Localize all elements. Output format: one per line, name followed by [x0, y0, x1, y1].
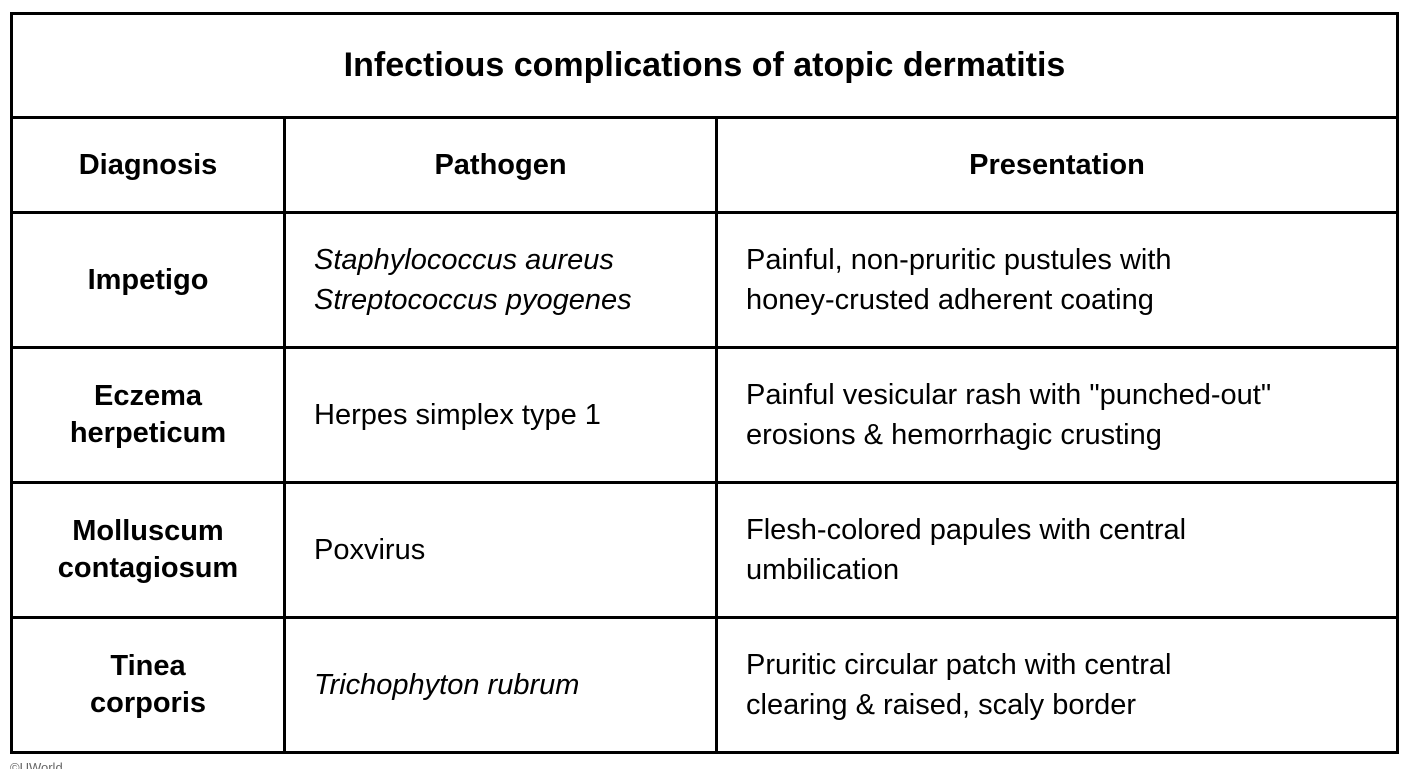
- pathogen-line: Staphylococcus aureus: [314, 244, 614, 276]
- pathogen-cell: Poxvirus: [283, 481, 718, 619]
- presentation-cell: Painful, non-pruritic pustules with hone…: [714, 211, 1400, 349]
- diagnosis-line: herpeticum: [69, 417, 227, 449]
- presentation-cell: Flesh-colored papules with central umbil…: [714, 481, 1400, 619]
- presentation-cell: Painful vesicular rash with "punched-out…: [714, 346, 1400, 484]
- pathogen-line: Trichophyton rubrum: [314, 669, 580, 701]
- presentation-line: Flesh-colored papules with central: [746, 514, 1187, 546]
- header-pathogen: Pathogen: [283, 116, 718, 214]
- complications-table: Infectious complications of atopic derma…: [9, 12, 1400, 754]
- diagnosis-cell: Tinea corporis: [10, 616, 286, 754]
- presentation-line: Pruritic circular patch with central: [746, 649, 1172, 681]
- presentation-line: Painful vesicular rash with "punched-out…: [746, 379, 1272, 411]
- presentation-line: erosions & hemorrhagic crusting: [746, 419, 1162, 451]
- diagnosis-cell: Impetigo: [10, 211, 286, 349]
- diagnosis-line: Eczema: [93, 380, 202, 412]
- presentation-cell: Pruritic circular patch with central cle…: [714, 616, 1400, 754]
- diagnosis-line: Impetigo: [87, 263, 209, 296]
- pathogen-line: Herpes simplex type 1: [314, 399, 601, 431]
- header-row: Diagnosis Pathogen Presentation: [10, 116, 1400, 214]
- pathogen-line: Streptococcus pyogenes: [314, 284, 632, 316]
- table-row: Impetigo Staphylococcus aureus Streptoco…: [10, 211, 1400, 349]
- pathogen-line: Poxvirus: [314, 534, 426, 566]
- diagnosis-cell: Eczema herpeticum: [10, 346, 286, 484]
- diagnosis-line: Tinea: [110, 650, 186, 682]
- presentation-line: clearing & raised, scaly border: [746, 689, 1137, 721]
- title-row: Infectious complications of atopic derma…: [9, 12, 1400, 119]
- diagnosis-cell: Molluscum contagiosum: [10, 481, 286, 619]
- pathogen-cell: Trichophyton rubrum: [283, 616, 718, 754]
- table-row: Molluscum contagiosum Poxvirus Flesh-col…: [10, 481, 1400, 619]
- diagnosis-line: contagiosum: [57, 552, 239, 584]
- pathogen-cell: Staphylococcus aureus Streptococcus pyog…: [283, 211, 718, 349]
- table-row: Tinea corporis Trichophyton rubrum Pruri…: [10, 616, 1400, 754]
- table-title: Infectious complications of atopic derma…: [9, 12, 1400, 119]
- complications-table-container: Infectious complications of atopic derma…: [9, 12, 1400, 754]
- presentation-line: Painful, non-pruritic pustules with: [746, 244, 1172, 276]
- header-presentation: Presentation: [714, 116, 1400, 214]
- copyright-credit: ©UWorld: [10, 760, 63, 769]
- table-row: Eczema herpeticum Herpes simplex type 1 …: [10, 346, 1400, 484]
- presentation-line: honey-crusted adherent coating: [746, 284, 1154, 316]
- diagnosis-line: corporis: [89, 687, 207, 719]
- diagnosis-line: Molluscum: [72, 515, 224, 547]
- presentation-line: umbilication: [746, 554, 900, 586]
- pathogen-cell: Herpes simplex type 1: [283, 346, 718, 484]
- header-diagnosis: Diagnosis: [10, 116, 286, 214]
